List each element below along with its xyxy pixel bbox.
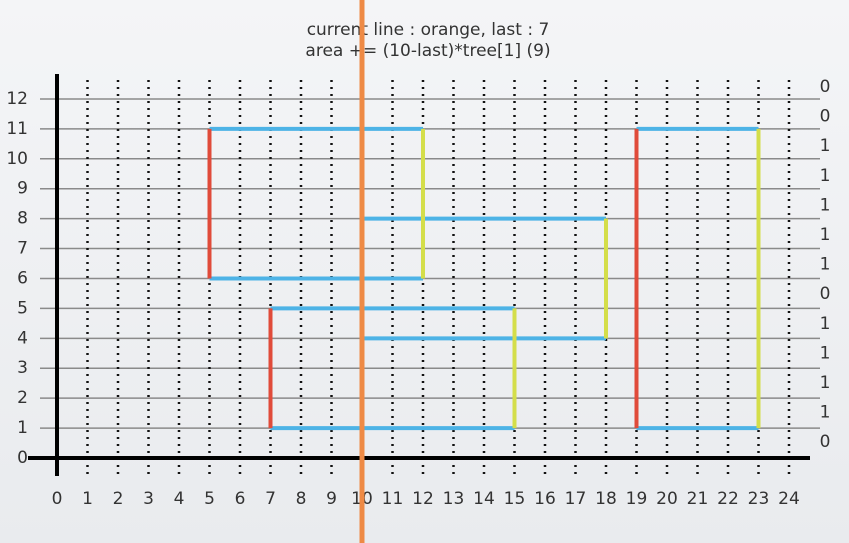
tree-count: 1 [820, 255, 831, 275]
tree-count: 0 [820, 432, 831, 452]
y-tick-label: 3 [17, 358, 28, 378]
tree-count: 0 [820, 284, 831, 304]
y-tick-label: 1 [17, 418, 28, 438]
y-tick-label: 2 [17, 388, 28, 408]
header-line: area += (10-last)*tree[1] (9) [305, 41, 550, 61]
x-tick-label: 20 [656, 489, 678, 509]
tree-count: 1 [820, 225, 831, 245]
x-tick-label: 5 [204, 489, 215, 509]
x-tick-label: 15 [504, 489, 526, 509]
x-tick-label: 22 [717, 489, 739, 509]
tree-count: 1 [820, 136, 831, 156]
y-tick-label: 11 [6, 119, 28, 139]
tree-count: 0 [820, 77, 831, 97]
tree-count: 1 [820, 166, 831, 186]
x-tick-label: 19 [626, 489, 648, 509]
x-tick-label: 17 [565, 489, 587, 509]
x-tick-label: 14 [473, 489, 495, 509]
x-tick-label: 2 [113, 489, 124, 509]
y-tick-label: 12 [6, 89, 28, 109]
y-tick-label: 4 [17, 328, 28, 348]
tree-count: 1 [820, 373, 831, 393]
x-tick-label: 21 [687, 489, 709, 509]
y-tick-label: 0 [17, 448, 28, 468]
y-tick-label: 8 [17, 209, 28, 229]
y-tick-label: 9 [17, 179, 28, 199]
x-tick-label: 6 [235, 489, 246, 509]
tree-count: 1 [820, 314, 831, 334]
tree-count: 1 [820, 403, 831, 423]
x-tick-label: 24 [778, 489, 800, 509]
y-tick-label: 5 [17, 298, 28, 318]
x-tick-label: 3 [143, 489, 154, 509]
x-tick-label: 4 [174, 489, 185, 509]
y-tick-label: 6 [17, 268, 28, 288]
x-tick-label: 13 [443, 489, 465, 509]
x-tick-label: 12 [412, 489, 434, 509]
tree-count: 0 [820, 107, 831, 127]
header-line: current line : orange, last : 7 [307, 20, 550, 40]
x-tick-label: 11 [382, 489, 404, 509]
tree-count: 1 [820, 343, 831, 363]
x-tick-label: 1 [82, 489, 93, 509]
x-tick-label: 9 [326, 489, 337, 509]
x-tick-label: 16 [534, 489, 556, 509]
x-tick-label: 0 [52, 489, 63, 509]
y-tick-label: 7 [17, 239, 28, 259]
y-tick-label: 10 [6, 149, 28, 169]
x-tick-label: 8 [296, 489, 307, 509]
x-tick-label: 18 [595, 489, 617, 509]
tree-count: 1 [820, 195, 831, 215]
x-tick-label: 23 [748, 489, 770, 509]
x-tick-label: 7 [265, 489, 276, 509]
